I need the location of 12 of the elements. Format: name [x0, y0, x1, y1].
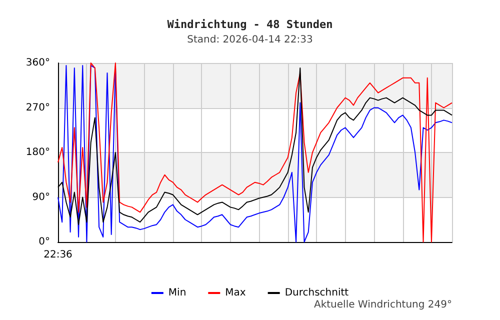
legend-label: Min [168, 288, 186, 298]
chart-title: Windrichtung - 48 Stunden [167, 18, 333, 31]
y-tick-label: 180° [26, 147, 50, 158]
y-tick-label: 360° [26, 58, 50, 68]
y-tick-label: 0° [38, 236, 50, 248]
chart-subtitle: Stand: 2026-04-14 22:33 [187, 34, 313, 46]
legend-label: Durchschnitt [284, 288, 349, 298]
x-tick-label: 22:36 [44, 250, 72, 260]
legend-label: Max [225, 288, 246, 298]
y-tick-label: 90° [32, 192, 50, 203]
text: Aktuelle Windrichtung 249° [314, 300, 452, 310]
y-tick-label: 270° [26, 102, 50, 114]
